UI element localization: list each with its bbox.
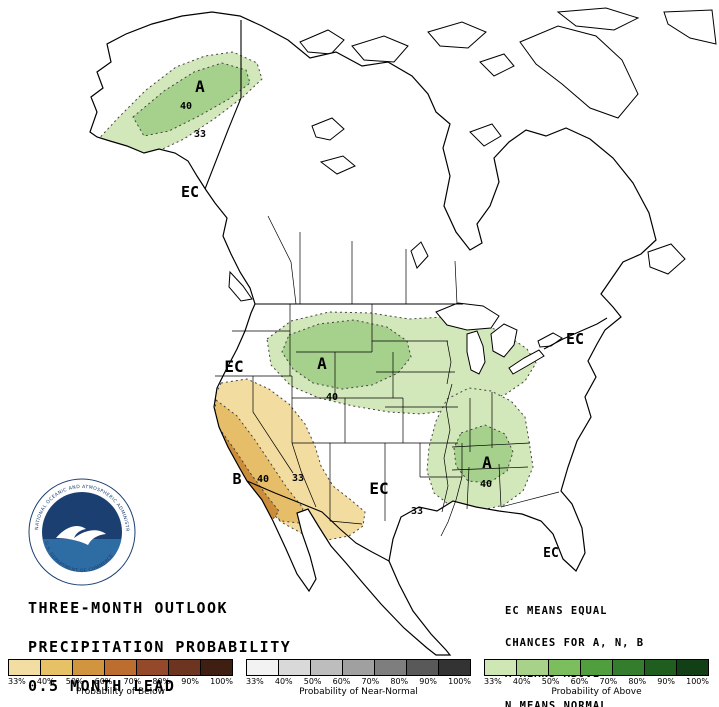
colorbar-swatch	[581, 660, 613, 675]
colorbar-tick-label: 80%	[390, 677, 409, 686]
colorbar-above-swatches	[484, 659, 709, 676]
colorbar-swatch	[9, 660, 41, 675]
colorbar-near-normal-caption: Probability of Near-Normal	[299, 687, 418, 697]
ec-label-florida-coast: EC	[543, 546, 559, 561]
colorbar-swatch	[105, 660, 137, 675]
colorbar-tick-label: 70%	[361, 677, 380, 686]
southeast-max-label: A	[482, 453, 492, 472]
colorbar-swatch	[201, 660, 232, 675]
southwest-40-contour-label: 40	[257, 474, 269, 485]
colorbar-swatch	[73, 660, 105, 675]
colorbar-tick-label: 90%	[419, 677, 438, 686]
colorbar-swatch	[407, 660, 439, 675]
colorbar-swatch	[677, 660, 708, 675]
colorbar-swatch	[375, 660, 407, 675]
colorbar-tick-label: 50%	[65, 677, 84, 686]
southwest-max-label: B	[232, 470, 241, 488]
colorbar-tick-label: 100%	[210, 677, 233, 686]
colorbar-above: 33% 40% 50% 60% 70% 80% 90% 100% Probability of…	[484, 659, 709, 697]
colorbar-tick-label: 60%	[94, 677, 113, 686]
alaska-33-contour-label: 33	[194, 129, 206, 140]
state-borders	[215, 215, 560, 537]
colorbar-tick-label: 40%	[274, 677, 293, 686]
islands	[228, 7, 717, 302]
lake-michigan	[466, 330, 486, 375]
legend-line-ec-2: CHANCES FOR A, N, B	[505, 636, 645, 649]
title-line-outlook: THREE-MONTH OUTLOOK	[28, 599, 229, 617]
lake-erie	[508, 349, 545, 375]
great-bear-lake	[311, 117, 345, 141]
probability-regions	[93, 51, 537, 541]
probability-colorbars: 33% 40% 50% 60% 70% 80% 90% 100% Probability of…	[8, 659, 709, 697]
legend-line-n: N MEANS NORMAL	[505, 699, 608, 707]
great-slave-lake	[319, 155, 356, 175]
colorbar-swatch	[343, 660, 375, 675]
colorbar-above-ticks: 33% 40% 50% 60% 70% 80% 90% 100%	[484, 677, 709, 686]
lake-winnipeg	[410, 241, 429, 269]
title-line-variable: PRECIPITATION PROBABILITY	[28, 638, 292, 656]
colorbar-below-caption: Probability of Below	[75, 687, 166, 697]
colorbar-near-normal: 33% 40% 50% 60% 70% 80% 90% 100% Probability of…	[246, 659, 471, 697]
ec-label-texas: EC	[369, 479, 388, 498]
colorbar-tick-label: 33%	[8, 677, 26, 686]
colorbar-tick-label: 60%	[570, 677, 589, 686]
alaska-max-label: A	[195, 77, 205, 96]
north-40-contour-label: 40	[326, 392, 338, 403]
colorbar-near-normal-swatches	[246, 659, 471, 676]
colorbar-tick-label: 50%	[541, 677, 560, 686]
colorbar-tick-label: 70%	[123, 677, 142, 686]
colorbar-below-ticks: 33% 40% 50% 60% 70% 80% 90% 100%	[8, 677, 233, 686]
colorbar-tick-label: 90%	[181, 677, 200, 686]
southeast-33-contour-label: 33	[411, 506, 423, 517]
southwest-33-contour-label: 33	[292, 473, 304, 484]
colorbar-below: 33% 40% 50% 60% 70% 80% 90% 100% Probability of…	[8, 659, 233, 697]
title-block: THREE-MONTH OUTLOOK PRECIPITATION PROBAB…	[28, 576, 291, 707]
colorbar-tick-label: 33%	[484, 677, 502, 686]
colorbar-tick-label: 80%	[152, 677, 171, 686]
colorbar-swatch	[137, 660, 169, 675]
colorbar-tick-label: 40%	[512, 677, 531, 686]
colorbar-tick-label: 50%	[303, 677, 322, 686]
lake-huron	[490, 323, 518, 358]
ec-label-alaska-panhandle: EC	[181, 183, 199, 201]
colorbar-tick-label: 90%	[657, 677, 676, 686]
colorbar-tick-label: 100%	[686, 677, 709, 686]
colorbar-swatch	[169, 660, 201, 675]
colorbar-swatch	[439, 660, 470, 675]
alaska-40-contour-label: 40	[180, 101, 192, 112]
colorbar-tick-label: 40%	[36, 677, 55, 686]
lakes	[311, 117, 563, 375]
colorbar-tick-label: 33%	[246, 677, 264, 686]
colorbar-swatch	[485, 660, 517, 675]
colorbar-swatch	[311, 660, 343, 675]
alaska-above-40-contour	[132, 62, 251, 137]
colorbar-near-normal-ticks: 33% 40% 50% 60% 70% 80% 90% 100%	[246, 677, 471, 686]
noaa-seagull-icon	[56, 526, 106, 545]
ec-label-northeast: EC	[566, 330, 584, 348]
colorbar-swatch	[613, 660, 645, 675]
colorbar-swatch	[279, 660, 311, 675]
map-labels: A 40 33 EC A 40 A 40 33 B 40 33 EC EC EC…	[180, 77, 584, 561]
colorbar-swatch	[645, 660, 677, 675]
colorbar-swatch	[41, 660, 73, 675]
colorbar-swatch	[247, 660, 279, 675]
colorbar-tick-label: 80%	[628, 677, 647, 686]
legend-line-ec-1: EC MEANS EQUAL	[505, 605, 608, 617]
colorbar-below-swatches	[8, 659, 233, 676]
colorbar-swatch	[549, 660, 581, 675]
noaa-logo-sea	[42, 539, 122, 573]
title-line-lead: 0.5 MONTH LEAD	[28, 677, 176, 695]
colorbar-tick-label: 100%	[448, 677, 471, 686]
southeast-40-contour-label: 40	[480, 479, 492, 490]
colorbar-swatch	[517, 660, 549, 675]
ec-label-west-coast: EC	[224, 357, 243, 376]
colorbar-above-caption: Probability of Above	[551, 687, 642, 697]
colorbar-tick-label: 60%	[332, 677, 351, 686]
north-max-label: A	[317, 354, 327, 373]
southwest-below-region	[211, 378, 366, 541]
colorbar-tick-label: 70%	[599, 677, 618, 686]
